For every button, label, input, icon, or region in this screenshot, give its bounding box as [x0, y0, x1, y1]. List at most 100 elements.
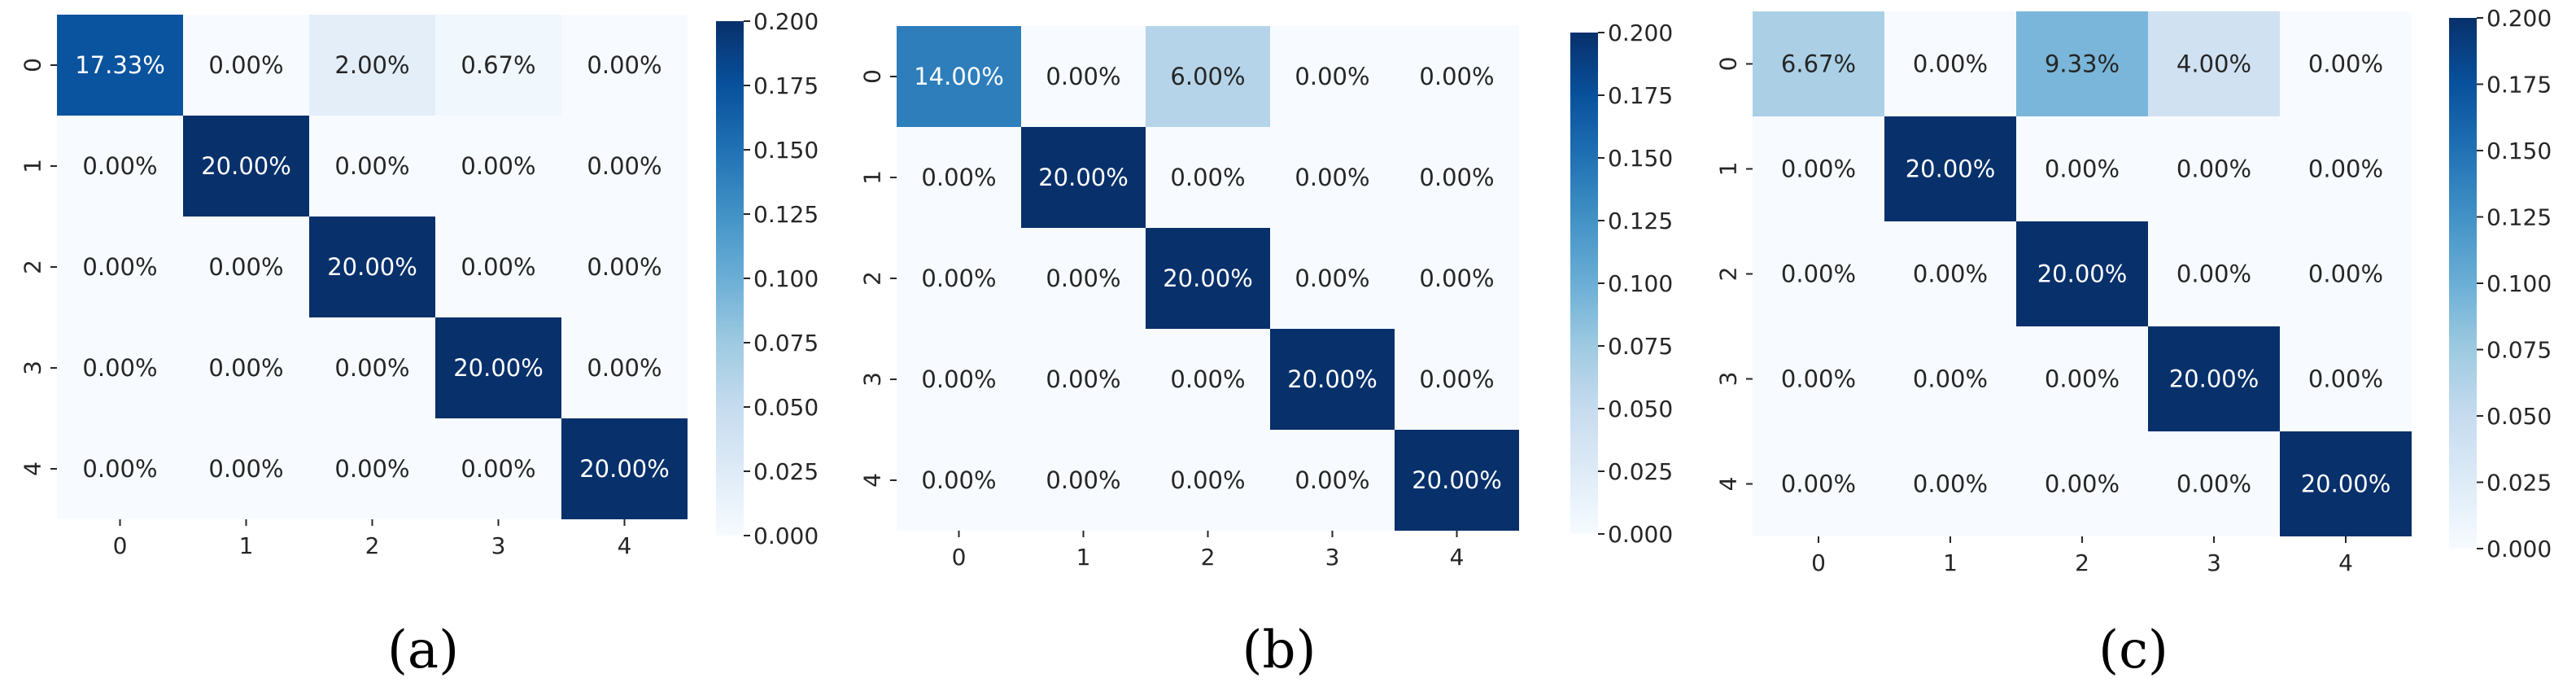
heatmap-cell-4-3 [435, 418, 561, 519]
heatmap-cell-2-0 [57, 217, 183, 317]
cell-label-1-4: 0.00% [587, 152, 661, 180]
colorbar-tick-label-5: 0.125 [753, 201, 819, 228]
colorbar-tick-label-6: 0.150 [2486, 138, 2552, 164]
cell-label-2-2: 20.00% [1163, 265, 1253, 292]
heatmap-cell-0-2 [309, 15, 435, 116]
heatmap-cell-4-1 [1884, 431, 2016, 536]
heatmap-cell-3-4 [1395, 329, 1519, 430]
cell-label-0-3: 0.67% [461, 51, 535, 79]
heatmap-cell-2-4 [2280, 221, 2412, 326]
y-tick-label-0: 0 [1715, 57, 1742, 72]
heatmap-cell-2-0 [897, 228, 1021, 329]
heatmap-cell-4-0 [1753, 431, 1884, 536]
heatmap-cell-2-3 [435, 217, 561, 317]
heatmap-cell-0-4 [1395, 26, 1519, 127]
heatmap-cell-4-2 [2016, 431, 2148, 536]
colorbar-tick-label-7: 0.175 [1608, 82, 1673, 109]
heatmap-cell-0-1 [1884, 11, 2016, 116]
cell-label-2-1: 0.00% [1913, 260, 1988, 288]
x-tick-label-4: 4 [1450, 544, 1465, 571]
cell-label-2-0: 0.00% [1781, 260, 1856, 288]
colorbar-tick-label-5: 0.125 [2486, 204, 2552, 231]
heatmap-cell-0-0 [1753, 11, 1884, 116]
colorbar-tick-label-0: 0.000 [1608, 521, 1673, 548]
panel-label: (b) [1242, 620, 1316, 680]
cell-label-1-3: 0.00% [2177, 155, 2251, 183]
cell-label-0-0: 14.00% [914, 63, 1004, 90]
colorbar-tick-label-8: 0.200 [1608, 20, 1673, 46]
x-tick-label-2: 2 [365, 532, 380, 559]
heatmap-panel-2: 6.67% 0.00% 9.33% 4.00% 0.00%0.00% 20.00% 0.00… [1715, 5, 2552, 680]
heatmap-cell-3-3 [2148, 326, 2280, 431]
heatmap-cell-4-3 [1270, 430, 1395, 531]
y-tick-label-2: 2 [859, 271, 886, 286]
cell-label-0-2: 9.33% [2045, 50, 2120, 78]
heatmap-cell-2-1 [1021, 228, 1146, 329]
cell-label-1-3: 0.00% [461, 152, 535, 180]
colorbar-tick-label-3: 0.075 [2486, 337, 2552, 364]
colorbar-tick-label-8: 0.200 [2486, 5, 2552, 32]
cell-label-3-3: 20.00% [2169, 365, 2259, 393]
cell-label-2-0: 0.00% [82, 253, 157, 281]
heatmap-cell-3-1 [1884, 326, 2016, 431]
colorbar [716, 21, 744, 536]
heatmap-cell-1-4 [1395, 127, 1519, 228]
cell-label-1-2: 0.00% [334, 152, 409, 180]
heatmap-cell-3-4 [2280, 326, 2412, 431]
cell-label-4-2: 0.00% [2045, 470, 2120, 498]
panel-label: (a) [387, 620, 459, 680]
colorbar-tick-label-1: 0.025 [1608, 458, 1673, 485]
cell-label-4-0: 0.00% [1781, 470, 1856, 498]
heatmap-cell-1-0 [897, 127, 1021, 228]
heatmap-cell-0-0 [57, 15, 183, 116]
heatmap-cell-3-2 [1146, 329, 1270, 430]
cell-label-0-3: 4.00% [2177, 50, 2251, 78]
heatmap-cell-4-4 [1395, 430, 1519, 531]
heatmap-cell-1-2 [309, 116, 435, 217]
heatmap-cell-0-0 [897, 26, 1021, 127]
colorbar-tick-label-4: 0.100 [2486, 270, 2552, 297]
cell-label-2-4: 0.00% [1419, 265, 1494, 292]
cell-label-0-4: 0.00% [587, 51, 661, 79]
cell-label-3-1: 0.00% [1046, 365, 1120, 393]
x-tick-label-1: 1 [1943, 549, 1958, 576]
cell-label-2-3: 0.00% [2177, 260, 2251, 288]
heatmap-cell-3-0 [897, 329, 1021, 430]
cell-label-2-2: 20.00% [327, 253, 417, 281]
heatmap-cell-1-2 [1146, 127, 1270, 228]
y-tick-label-1: 1 [20, 159, 46, 173]
cell-label-1-2: 0.00% [1170, 164, 1245, 191]
colorbar-tick-label-4: 0.100 [1608, 270, 1673, 297]
cell-label-4-4: 20.00% [1412, 466, 1502, 494]
heatmap-cell-0-1 [1021, 26, 1146, 127]
x-tick-label-4: 4 [618, 532, 632, 559]
cell-label-3-2: 0.00% [334, 354, 409, 382]
heatmap-cell-2-0 [1753, 221, 1884, 326]
heatmap-cell-1-1 [1021, 127, 1146, 228]
x-tick-label-3: 3 [491, 532, 506, 559]
cell-label-3-2: 0.00% [2045, 365, 2120, 393]
heatmap-cell-0-4 [561, 15, 688, 116]
x-tick-label-1: 1 [1076, 544, 1091, 571]
heatmap-cell-1-1 [183, 116, 309, 217]
cell-label-2-1: 0.00% [1046, 265, 1120, 292]
cell-label-0-1: 0.00% [1913, 50, 1988, 78]
cell-label-1-4: 0.00% [2308, 155, 2383, 183]
colorbar-tick-label-6: 0.150 [1608, 145, 1673, 172]
cell-label-4-0: 0.00% [921, 466, 996, 494]
x-tick-label-1: 1 [239, 532, 254, 559]
cell-label-2-1: 0.00% [208, 253, 283, 281]
cell-label-0-1: 0.00% [208, 51, 283, 79]
cell-label-3-4: 0.00% [587, 354, 661, 382]
cell-label-4-2: 0.00% [1170, 466, 1245, 494]
heatmap-panel-1: 14.00% 0.00% 6.00% 0.00% 0.00%0.00% 20.00% 0.0… [859, 20, 1674, 680]
cell-label-3-1: 0.00% [1913, 365, 1988, 393]
heatmap-cell-4-2 [1146, 430, 1270, 531]
colorbar-tick-label-2: 0.050 [753, 394, 819, 421]
heatmap-cell-1-3 [435, 116, 561, 217]
heatmap-cell-0-3 [435, 15, 561, 116]
cell-label-1-2: 0.00% [2045, 155, 2120, 183]
colorbar-tick-label-4: 0.100 [753, 265, 819, 292]
cell-label-2-3: 0.00% [461, 253, 535, 281]
heatmap-cell-1-4 [2280, 116, 2412, 221]
